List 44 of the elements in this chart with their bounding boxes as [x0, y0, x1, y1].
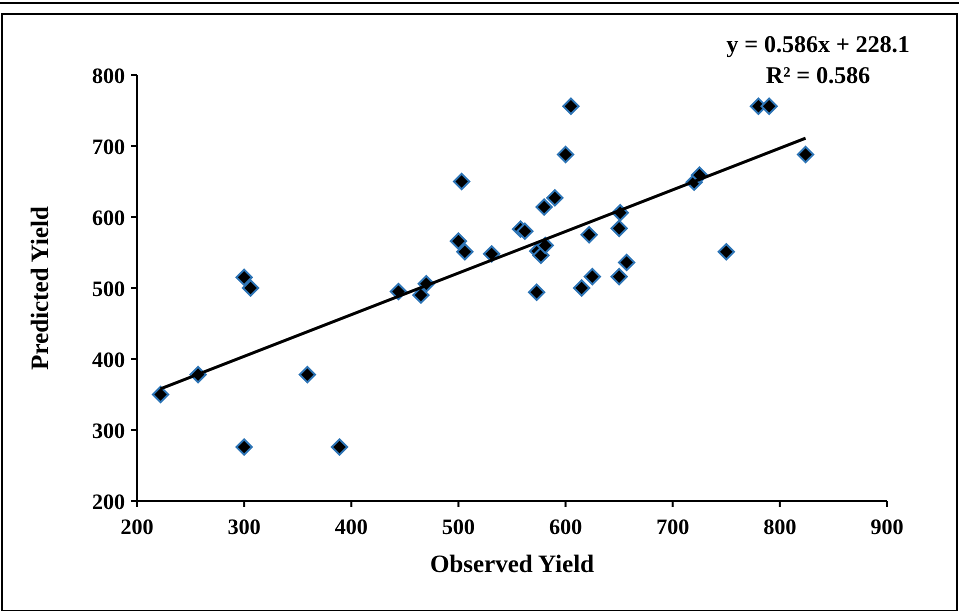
point: [152, 386, 170, 404]
point: [760, 98, 778, 115]
x-tick-label: 400: [334, 514, 368, 539]
y-tick-label: 600: [92, 205, 125, 230]
x-tick-label: 200: [120, 514, 154, 539]
point: [330, 438, 348, 456]
point: [610, 268, 628, 286]
y-tick-label: 300: [92, 418, 125, 443]
point: [456, 243, 474, 260]
x-tick-label: 900: [870, 514, 904, 539]
y-tick-label: 700: [92, 134, 125, 159]
point: [618, 254, 636, 272]
point: [718, 243, 735, 260]
x-tick-label: 500: [442, 514, 475, 539]
point: [546, 189, 564, 206]
y-axis-title: Predicted Yield: [27, 206, 54, 370]
annotation: R² = 0.586: [766, 63, 870, 89]
point: [610, 220, 628, 238]
point: [235, 268, 253, 286]
point: [584, 268, 602, 286]
point: [298, 366, 316, 384]
point: [242, 279, 260, 297]
y-tick-label: 400: [92, 347, 125, 372]
point: [796, 146, 814, 164]
y-tick-label: 800: [92, 63, 125, 88]
text: y = 0.586x + 228.1: [726, 32, 910, 58]
y-tick-label: 500: [92, 276, 125, 301]
point: [535, 198, 553, 216]
x-tick-label: 700: [656, 514, 690, 539]
x-tick-label: 300: [228, 514, 261, 539]
point: [235, 438, 253, 456]
point: [580, 226, 598, 244]
point: [452, 172, 470, 190]
x-tick-label: 600: [549, 514, 582, 539]
y-tick-label: 200: [92, 489, 125, 514]
point: [482, 245, 500, 263]
x-tick-label: 800: [763, 514, 796, 539]
point: [562, 98, 580, 115]
x-axis-title: Observed Yield: [430, 551, 594, 578]
point: [528, 284, 546, 301]
point: [516, 222, 534, 240]
point: [450, 232, 468, 250]
point: [556, 146, 574, 164]
point: [572, 279, 590, 297]
